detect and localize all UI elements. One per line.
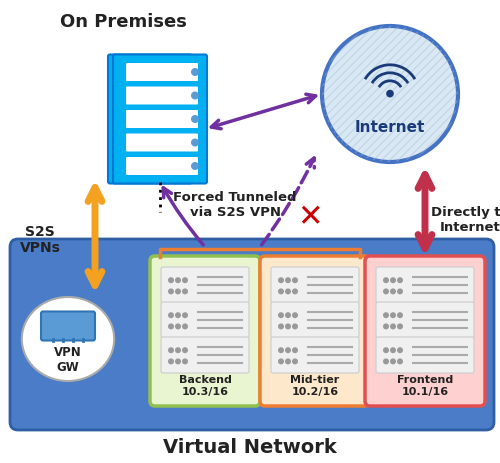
Circle shape — [397, 324, 403, 330]
FancyBboxPatch shape — [376, 302, 474, 338]
Circle shape — [278, 347, 284, 353]
Text: Internet: Internet — [355, 119, 425, 134]
Circle shape — [175, 347, 181, 353]
Text: ✕: ✕ — [297, 203, 323, 232]
Circle shape — [397, 347, 403, 353]
Circle shape — [175, 324, 181, 330]
FancyBboxPatch shape — [10, 239, 494, 430]
FancyBboxPatch shape — [161, 302, 249, 338]
Circle shape — [168, 359, 174, 364]
Circle shape — [383, 324, 389, 330]
FancyBboxPatch shape — [365, 257, 485, 406]
Circle shape — [390, 347, 396, 353]
Circle shape — [278, 278, 284, 283]
FancyBboxPatch shape — [126, 134, 198, 152]
Circle shape — [191, 139, 199, 147]
Circle shape — [390, 313, 396, 319]
Circle shape — [383, 313, 389, 319]
Circle shape — [168, 324, 174, 330]
FancyBboxPatch shape — [271, 337, 359, 373]
Circle shape — [390, 359, 396, 364]
Circle shape — [182, 313, 188, 319]
FancyBboxPatch shape — [113, 56, 207, 184]
Circle shape — [182, 359, 188, 364]
Circle shape — [292, 359, 298, 364]
Circle shape — [191, 69, 199, 77]
FancyBboxPatch shape — [271, 268, 359, 303]
Circle shape — [383, 359, 389, 364]
Circle shape — [292, 313, 298, 319]
Circle shape — [383, 289, 389, 295]
Circle shape — [285, 359, 291, 364]
Circle shape — [168, 313, 174, 319]
Text: VPN
GW: VPN GW — [54, 345, 82, 373]
Ellipse shape — [22, 297, 114, 381]
Circle shape — [386, 91, 394, 98]
Circle shape — [322, 27, 458, 163]
Circle shape — [175, 278, 181, 283]
Circle shape — [175, 289, 181, 295]
Circle shape — [390, 278, 396, 283]
Circle shape — [285, 289, 291, 295]
Circle shape — [191, 163, 199, 171]
Text: Directly to
Internet: Directly to Internet — [430, 206, 500, 233]
FancyBboxPatch shape — [260, 257, 370, 406]
FancyBboxPatch shape — [108, 56, 192, 184]
Circle shape — [292, 347, 298, 353]
Circle shape — [182, 324, 188, 330]
FancyBboxPatch shape — [376, 337, 474, 373]
FancyBboxPatch shape — [271, 302, 359, 338]
Circle shape — [182, 278, 188, 283]
Circle shape — [397, 313, 403, 319]
Circle shape — [191, 92, 199, 100]
Circle shape — [168, 278, 174, 283]
Circle shape — [292, 289, 298, 295]
Text: Backend
10.3/16: Backend 10.3/16 — [178, 375, 232, 396]
FancyBboxPatch shape — [126, 111, 198, 129]
Circle shape — [292, 324, 298, 330]
FancyBboxPatch shape — [126, 88, 198, 105]
FancyBboxPatch shape — [150, 257, 260, 406]
FancyBboxPatch shape — [126, 158, 198, 175]
Circle shape — [168, 347, 174, 353]
FancyBboxPatch shape — [161, 337, 249, 373]
Circle shape — [278, 324, 284, 330]
FancyBboxPatch shape — [41, 312, 95, 341]
Circle shape — [285, 324, 291, 330]
Circle shape — [175, 313, 181, 319]
Circle shape — [175, 359, 181, 364]
Circle shape — [285, 313, 291, 319]
Circle shape — [285, 347, 291, 353]
FancyBboxPatch shape — [126, 64, 198, 82]
Circle shape — [292, 278, 298, 283]
Circle shape — [397, 278, 403, 283]
Text: Mid-tier
10.2/16: Mid-tier 10.2/16 — [290, 375, 340, 396]
Text: Frontend
10.1/16: Frontend 10.1/16 — [397, 375, 453, 396]
Circle shape — [397, 289, 403, 295]
Circle shape — [390, 324, 396, 330]
Text: S2S
VPNs: S2S VPNs — [20, 225, 60, 255]
Text: Forced Tunneled
via S2S VPN: Forced Tunneled via S2S VPN — [174, 191, 297, 219]
Circle shape — [383, 347, 389, 353]
Circle shape — [278, 289, 284, 295]
FancyBboxPatch shape — [376, 268, 474, 303]
Circle shape — [278, 359, 284, 364]
Circle shape — [285, 278, 291, 283]
FancyBboxPatch shape — [161, 268, 249, 303]
Circle shape — [182, 289, 188, 295]
Text: On Premises: On Premises — [60, 13, 187, 31]
Circle shape — [182, 347, 188, 353]
Circle shape — [191, 116, 199, 124]
Circle shape — [383, 278, 389, 283]
Circle shape — [397, 359, 403, 364]
Circle shape — [168, 289, 174, 295]
Circle shape — [390, 289, 396, 295]
Text: Virtual Network: Virtual Network — [163, 438, 337, 457]
Circle shape — [278, 313, 284, 319]
